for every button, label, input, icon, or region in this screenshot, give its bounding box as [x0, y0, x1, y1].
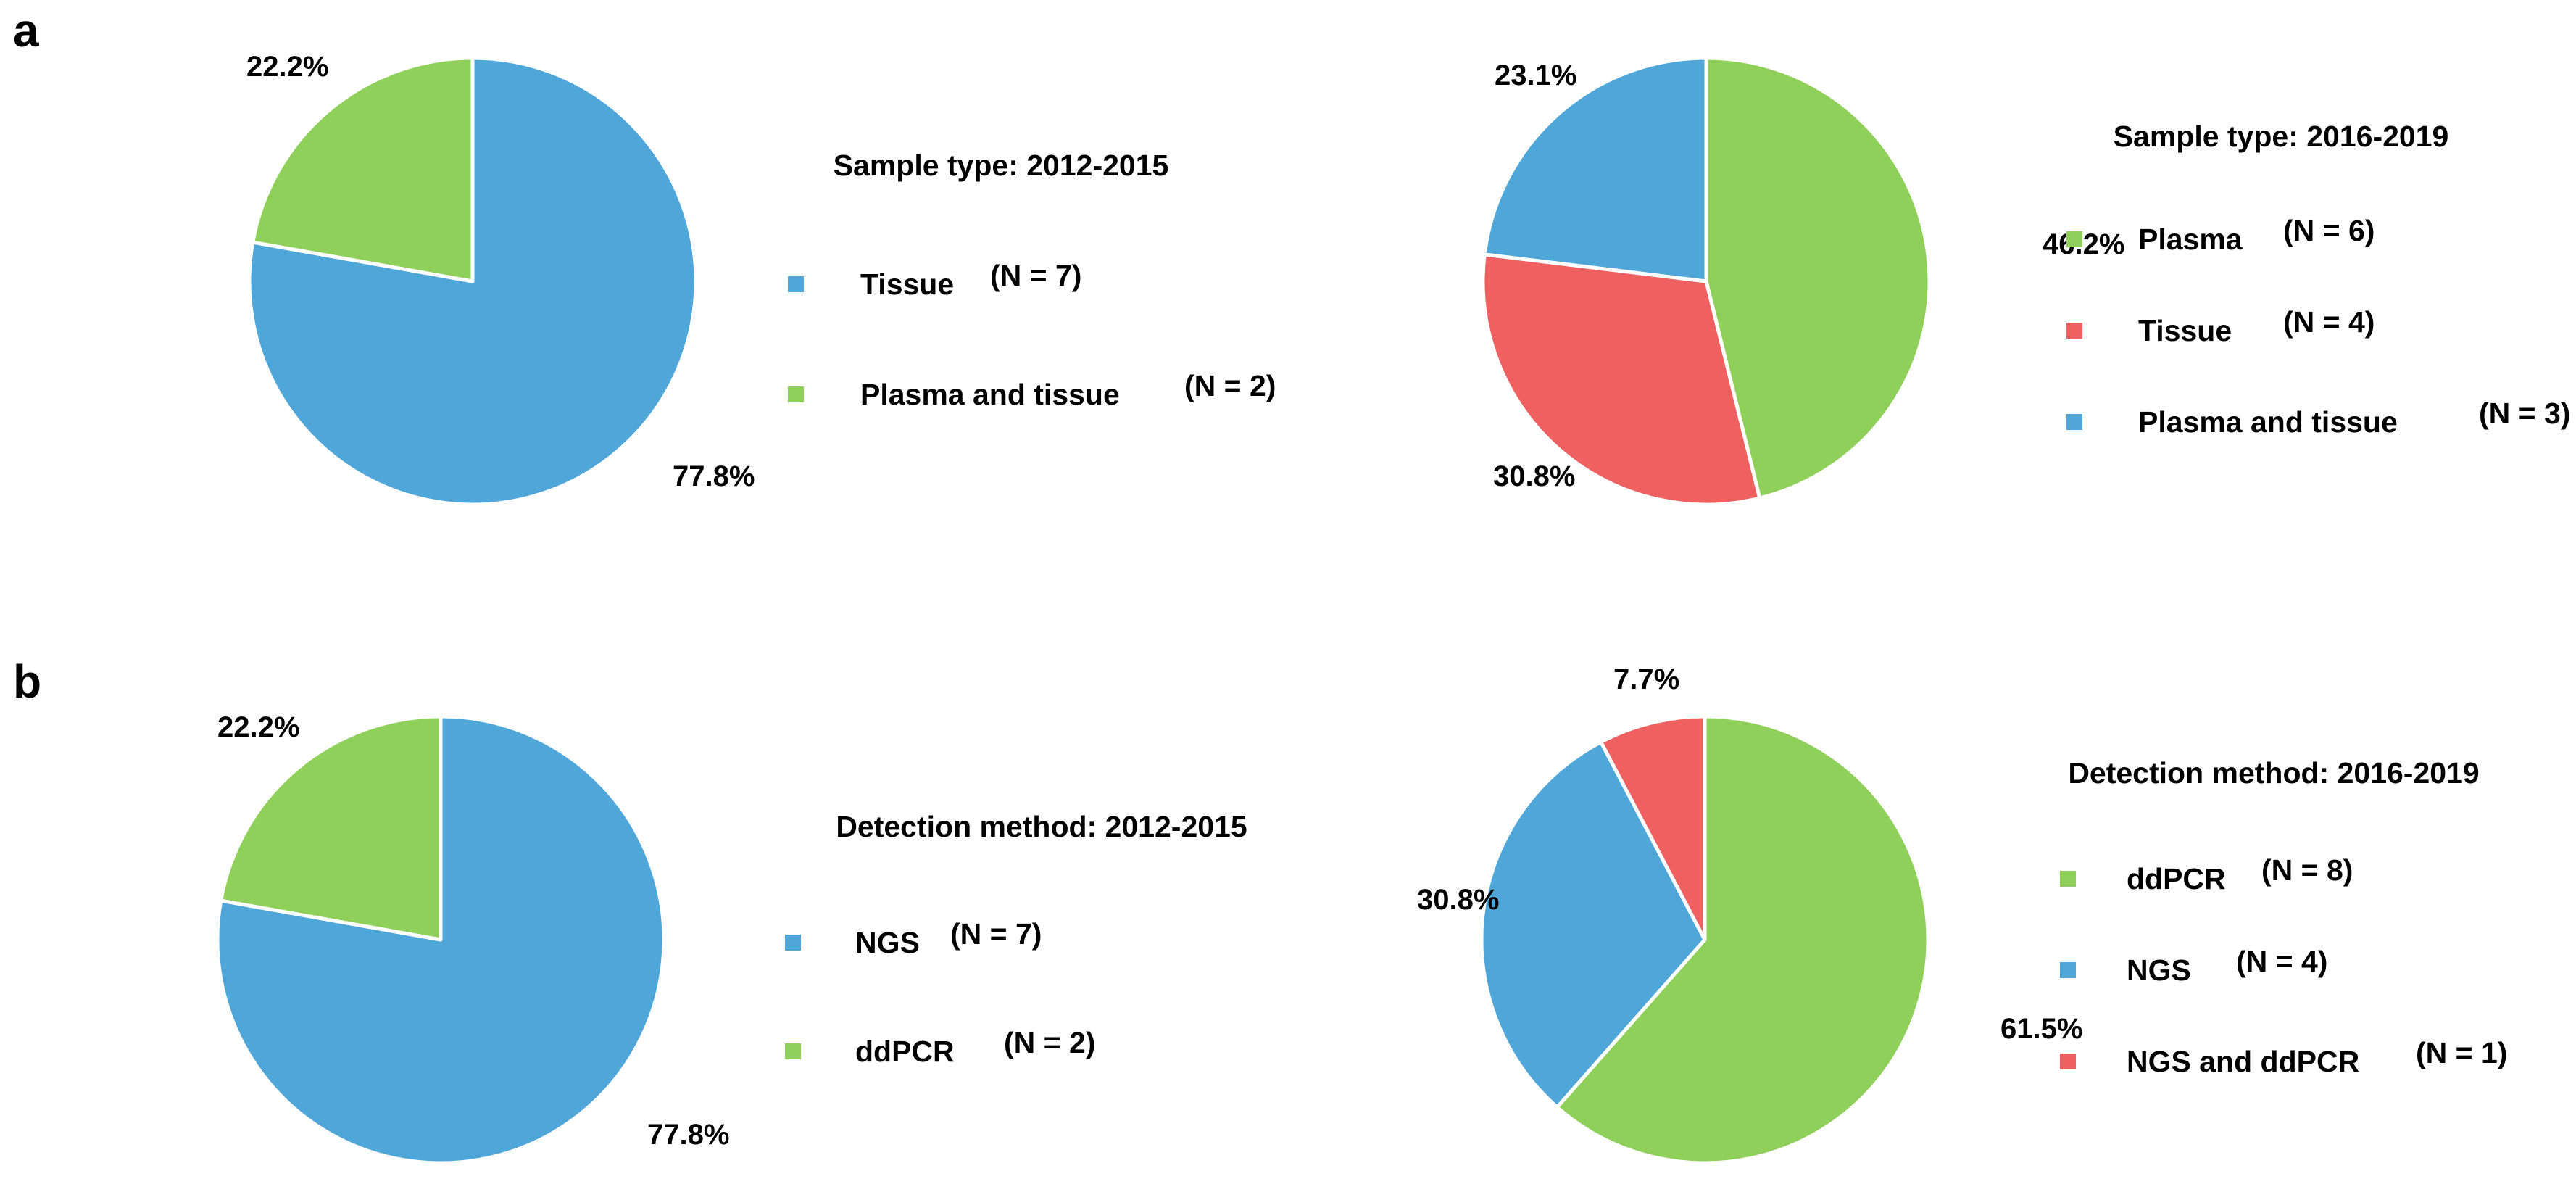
pie-slice-tissue — [1481, 252, 1762, 507]
legend-label-ngs: NGS — [855, 926, 920, 959]
pct-label-ddpcr: 61.5% — [2000, 1013, 2082, 1045]
legend-label-tissue: Tissue — [860, 268, 954, 301]
pie-slice-plasma-and-tissue — [251, 56, 475, 283]
legend-label-ddpcr: ddPCR — [855, 1035, 955, 1068]
legend-swatch-ddpcr — [785, 1043, 801, 1059]
legend-count-ddpcr: (N = 8) — [2261, 853, 2353, 887]
pie-slice-ddpcr — [1555, 714, 1930, 1165]
pct-label-ngs: 77.8% — [647, 1119, 729, 1151]
legend-swatch-tissue — [2066, 323, 2082, 339]
pct-label-plasma-and-tissue: 23.1% — [1495, 59, 1576, 91]
pie-slice-ngs — [1479, 740, 1707, 1109]
legend-swatch-ngs — [2060, 962, 2076, 978]
pie-slice-ddpcr — [219, 714, 443, 942]
legend-label-ngs-and-ddpcr: NGS and ddPCR — [2127, 1045, 2359, 1078]
pie-slice-plasma-and-tissue — [1482, 56, 1708, 283]
legend-swatch-ddpcr — [2060, 871, 2076, 887]
legend-swatch-ngs — [785, 935, 801, 951]
legend-count-ngs: (N = 7) — [950, 917, 1042, 951]
legend-title: Sample type: 2012-2015 — [834, 149, 1169, 182]
legend-title: Detection method: 2016-2019 — [2068, 756, 2479, 790]
legend-label-ddpcr: ddPCR — [2127, 862, 2226, 895]
legend-label-plasma-and-tissue: Plasma and tissue — [860, 378, 1120, 411]
pie-chart-detection-method-2016-2019: 61.5% 30.8% 7.7% Detection method: 2016-201… — [1417, 663, 2507, 1165]
legend-count-plasma: (N = 6) — [2283, 214, 2375, 247]
legend-count-tissue: (N = 4) — [2283, 305, 2375, 339]
pie-slice-ngs-and-ddpcr — [1599, 714, 1707, 942]
legend-count-tissue: (N = 7) — [990, 259, 1081, 292]
legend-title: Detection method: 2012-2015 — [836, 810, 1247, 843]
legend-count-ngs: (N = 4) — [2236, 945, 2327, 978]
pct-label-ngs-and-ddpcr: 7.7% — [1613, 663, 1679, 695]
pie-chart-sample-type-2012-2015: 77.8% 22.2% Sample type: 2012-2015 Tissue (N… — [246, 51, 1276, 507]
legend-label-tissue: Tissue — [2138, 314, 2232, 347]
pie-chart-detection-method-2012-2015: 77.8% 22.2% Detection method: 2012-2015 NGS… — [215, 711, 1247, 1165]
pct-label-ddpcr: 22.2% — [217, 711, 299, 743]
legend-count-plasma-and-tissue: (N = 3) — [2479, 397, 2570, 430]
pie-chart-sample-type-2016-2019: 46.2% 30.8% 23.1% Sample type: 2016-2019 Pla… — [1481, 56, 2570, 507]
legend-swatch-tissue — [788, 276, 804, 292]
panel-label-a: a — [13, 4, 39, 57]
legend-swatch-ngs-and-ddpcr — [2060, 1054, 2076, 1069]
pct-label-tissue: 77.8% — [673, 460, 755, 492]
legend-count-plasma-and-tissue: (N = 2) — [1184, 369, 1276, 402]
pct-label-ngs: 30.8% — [1417, 884, 1499, 916]
legend-title: Sample type: 2016-2019 — [2114, 120, 2449, 153]
legend-count-ngs-and-ddpcr: (N = 1) — [2416, 1036, 2507, 1069]
legend-count-ddpcr: (N = 2) — [1004, 1026, 1095, 1059]
pct-label-tissue: 30.8% — [1493, 460, 1575, 492]
legend-label-ngs: NGS — [2127, 953, 2191, 987]
panel-label-b: b — [13, 655, 41, 708]
legend-label-plasma: Plasma — [2138, 223, 2243, 256]
pie-slice-plasma — [1704, 56, 1932, 500]
pct-label-plasma: 46.2% — [2043, 228, 2124, 260]
legend-label-plasma-and-tissue: Plasma and tissue — [2138, 405, 2398, 439]
legend-swatch-plasma — [2066, 231, 2082, 247]
pct-label-plasma-and-tissue: 22.2% — [246, 51, 328, 83]
legend-swatch-plasma-and-tissue — [788, 386, 804, 402]
legend-swatch-plasma-and-tissue — [2066, 414, 2082, 430]
